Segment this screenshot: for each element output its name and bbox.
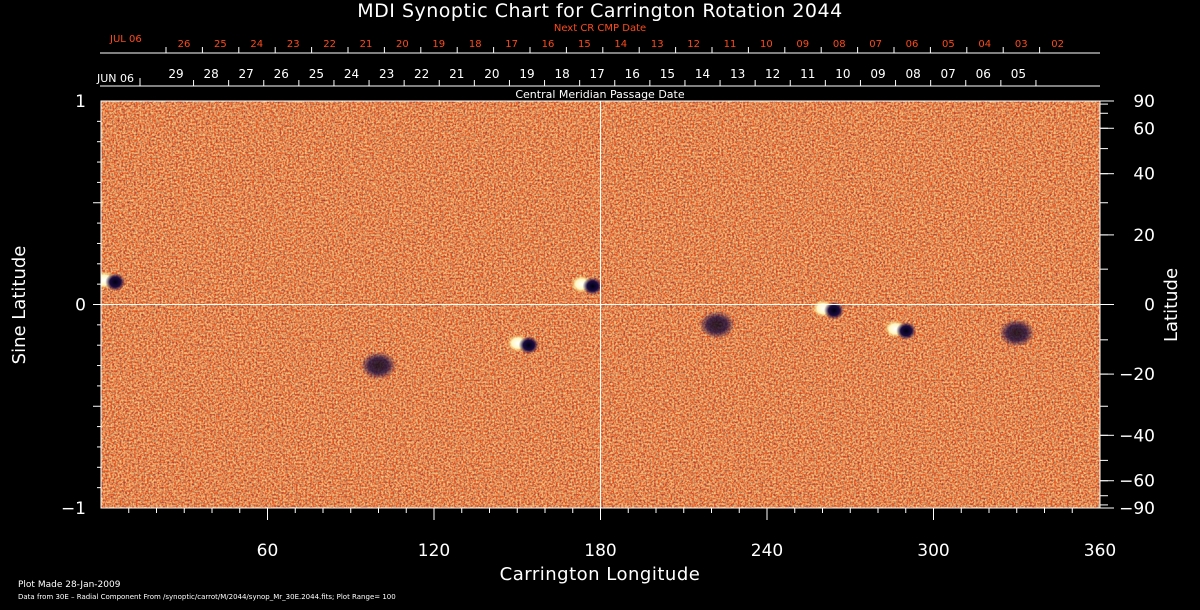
cmp-date-label: 16 [625,67,640,81]
cmp-date-label: 20 [484,67,499,81]
y-tick-label-right: 40 [1133,165,1155,185]
cmp-date-label: 09 [870,67,885,81]
cmp-date-label: 15 [660,67,675,81]
cmp-date-label: 14 [695,67,710,81]
next-date-label: 03 [1015,39,1028,50]
cmp-date-label: 07 [941,67,956,81]
y-tick-label-right: 90 [1133,92,1155,112]
next-cr-axis-label: Next CR CMP Date [553,23,647,34]
next-date-label: 21 [360,39,373,50]
next-date-label: 12 [687,39,700,50]
next-date-label: 24 [250,39,263,50]
y-tick-label-right: −90 [1119,499,1155,519]
next-date-label: 06 [906,39,919,50]
next-date-label: 25 [214,39,227,50]
y-tick-label-left: 0 [75,296,86,316]
x-tick-label: 120 [418,541,450,561]
active-region-negative [582,277,603,296]
y-tick-label-right: −20 [1119,365,1155,385]
cmp-date-label: 08 [905,67,920,81]
next-date-label: 10 [760,39,773,50]
next-date-label: 22 [323,39,336,50]
cmp-axis-label: Central Meridian Passage Date [515,88,685,101]
next-date-label: 18 [469,39,482,50]
active-region-negative [699,310,736,339]
next-date-label: 11 [724,39,737,50]
x-tick-label: 240 [751,541,783,561]
y-tick-label-right: −40 [1119,426,1155,446]
chart-title: MDI Synoptic Chart for Carrington Rotati… [357,0,843,22]
next-date-label: 17 [505,39,518,50]
next-date-label: 16 [542,39,555,50]
next-date-label: 20 [396,39,409,50]
cmp-date-label: 23 [379,67,394,81]
x-tick-label: 180 [584,541,616,561]
next-date-label: 14 [614,39,627,50]
active-region-negative [824,301,845,320]
cmp-date-label: 13 [730,67,745,81]
next-date-label: 04 [978,39,991,50]
y-tick-label-left: −1 [61,499,86,519]
x-axis-label: Carrington Longitude [499,564,701,585]
next-date-label: 26 [178,39,191,50]
active-region-negative [518,336,539,355]
y-tick-label-right: 0 [1144,296,1155,316]
y-tick-label-right: 60 [1133,119,1155,139]
next-date-label: 05 [942,39,955,50]
next-date-label: 15 [578,39,591,50]
cmp-date-label: 19 [519,67,534,81]
active-region-negative [998,318,1035,347]
cmp-date-label: 12 [765,67,780,81]
cmp-date-label: 05 [1011,67,1026,81]
cmp-date-label: 06 [976,67,991,81]
next-date-label: 02 [1051,39,1064,50]
data-source-note: Data from 30E – Radial Component From /s… [18,593,396,601]
y-tick-label-right: 20 [1133,226,1155,246]
cmp-date-label: 22 [414,67,429,81]
cmp-date-label: 26 [274,67,289,81]
y-tick-label-right: −60 [1119,472,1155,492]
active-region-negative [360,351,397,380]
y-tick-label-left: 1 [75,92,86,112]
cmp-date-label: 18 [554,67,569,81]
cmp-date-label: 21 [449,67,464,81]
next-date-label: 19 [432,39,445,50]
x-tick-label: 360 [1084,541,1116,561]
cmp-date-label: 11 [800,67,815,81]
axes: 60 120 180 240 300 36010−1906040200−20−40−60−… [61,34,1155,561]
cmp-date-label: 24 [344,67,359,81]
cmp-date-label: 17 [590,67,605,81]
next-date-label: 13 [651,39,664,50]
x-tick-label: 60 [257,541,279,561]
cmp-date-label: 29 [168,67,183,81]
cmp-axis-start-label: JUN 06 [96,72,134,85]
next-date-label: 09 [796,39,809,50]
cmp-date-label: 28 [203,67,218,81]
next-date-label: 07 [869,39,882,50]
cmp-date-label: 25 [309,67,324,81]
active-region-negative [896,321,917,340]
active-region-negative [105,273,126,292]
next-date-label: 08 [833,39,846,50]
x-tick-label: 300 [917,541,949,561]
next-date-label: 23 [287,39,300,50]
next-axis-start-label: JUL 06 [109,34,142,45]
plot-made-note: Plot Made 28-Jan-2009 [18,580,121,590]
cmp-date-label: 10 [835,67,850,81]
cmp-date-label: 27 [239,67,254,81]
